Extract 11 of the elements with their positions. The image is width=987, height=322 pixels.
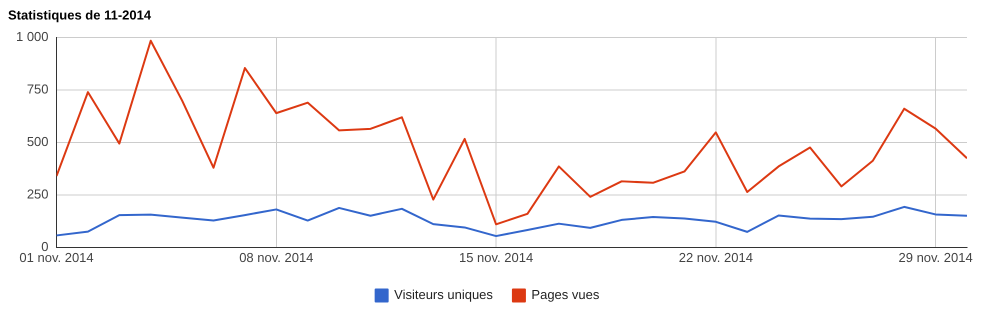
- y-tick-label: 750: [26, 82, 49, 97]
- legend-label: Pages vues: [531, 287, 600, 302]
- y-tick-label: 1 000: [16, 29, 49, 44]
- x-tick-label: 22 nov. 2014: [678, 250, 753, 265]
- x-tick-label: 29 nov. 2014: [898, 250, 973, 265]
- x-tick-label: 15 nov. 2014: [458, 250, 534, 265]
- legend-label: Visiteurs uniques: [394, 287, 494, 302]
- x-tick-label: 08 nov. 2014: [239, 250, 314, 265]
- chart-title: Statistiques de 11-2014: [8, 7, 152, 22]
- y-tick-label: 500: [26, 134, 49, 150]
- y-tick-label: 250: [26, 186, 49, 202]
